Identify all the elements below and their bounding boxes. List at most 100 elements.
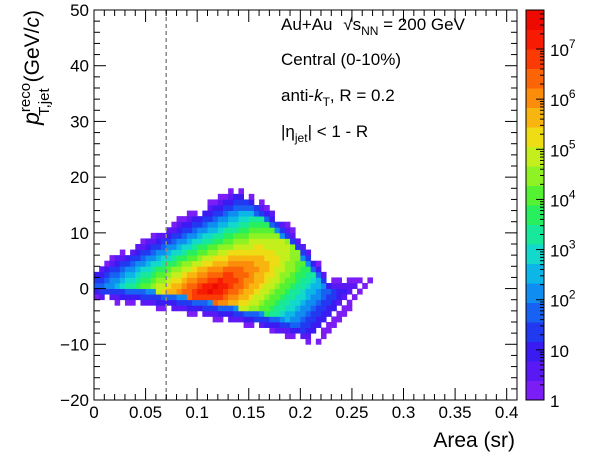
heatmap-bin xyxy=(197,305,203,312)
heatmap-bin xyxy=(135,288,141,295)
heatmap-bin xyxy=(284,249,291,256)
heatmap-bin xyxy=(124,260,131,267)
heatmap-bin xyxy=(197,216,203,223)
heatmap-bin xyxy=(140,288,146,295)
heatmap-bin xyxy=(150,283,157,289)
heatmap-bin xyxy=(145,238,152,245)
color-scale-swatch xyxy=(526,263,544,284)
heatmap-bin xyxy=(300,333,306,340)
heatmap-bin xyxy=(248,238,255,245)
y-tick-label: 30 xyxy=(70,112,89,131)
heatmap-bin xyxy=(284,310,291,317)
heatmap-bin xyxy=(150,266,157,273)
heatmap-bin xyxy=(238,221,244,228)
heatmap-bin xyxy=(140,238,146,245)
color-scale-axis: 1 10 102 103 104 105 106 107 xyxy=(536,9,576,411)
heatmap-bin xyxy=(186,305,193,312)
heatmap-bin xyxy=(150,249,157,256)
heatmap-bin xyxy=(171,221,177,228)
heatmap-bin xyxy=(238,310,244,317)
heatmap-bin xyxy=(166,271,172,278)
heatmap-bin xyxy=(217,221,224,228)
heatmap-bin xyxy=(228,227,234,234)
color-scale-swatch xyxy=(526,166,544,186)
heatmap-bin xyxy=(186,266,193,273)
heatmap-bin xyxy=(346,299,353,306)
heatmap-bin xyxy=(233,221,239,228)
color-scale-swatch xyxy=(526,29,544,50)
heatmap-bin xyxy=(150,244,157,250)
heatmap-bin xyxy=(351,294,358,301)
heatmap-bin xyxy=(104,288,110,295)
heatmap-bin xyxy=(145,277,152,284)
heatmap-bin xyxy=(248,210,255,217)
heatmap-bin xyxy=(155,249,162,256)
heatmap-bin xyxy=(202,238,208,245)
heatmap-bin xyxy=(264,232,270,239)
heatmap-bin xyxy=(264,305,270,312)
heatmap-bin xyxy=(295,327,301,334)
heatmap-bin xyxy=(243,227,250,234)
heatmap-bin xyxy=(186,216,193,223)
heatmap-bin xyxy=(212,299,219,306)
heatmap-bin xyxy=(207,205,214,211)
heatmap-bin xyxy=(212,232,219,239)
heatmap-bin xyxy=(367,277,373,284)
heatmap-bin xyxy=(176,244,183,250)
heatmap-bin xyxy=(176,249,183,256)
heatmap-bin xyxy=(222,266,229,273)
heatmap-bin xyxy=(155,255,162,262)
heatmap-bin xyxy=(305,294,312,301)
heatmap-bin xyxy=(238,199,244,206)
heatmap-bin xyxy=(222,277,229,284)
heatmap-bin xyxy=(253,288,260,295)
heatmap-bin xyxy=(212,249,219,256)
heatmap-bin xyxy=(264,238,270,245)
heatmap-bin xyxy=(274,310,281,317)
heatmap-bin xyxy=(279,266,286,273)
heatmap-bin xyxy=(202,255,208,262)
heatmap-bin xyxy=(207,238,214,245)
heatmap-bin xyxy=(176,283,183,289)
x-tick-label: 0.4 xyxy=(495,403,519,422)
heatmap-bin xyxy=(243,283,250,289)
heatmap-bin xyxy=(315,277,322,284)
heatmap-bin xyxy=(274,227,281,234)
color-scale xyxy=(526,10,544,401)
heatmap-bin xyxy=(222,271,229,278)
heatmap-bin xyxy=(233,255,239,262)
heatmap-bin xyxy=(202,271,208,278)
heatmap-bin xyxy=(212,255,219,262)
heatmap-bin xyxy=(305,316,312,323)
heatmap-bin xyxy=(186,227,193,234)
heatmap-bin xyxy=(326,305,332,312)
heatmap-bin xyxy=(341,283,348,289)
heatmap-bin xyxy=(305,249,312,256)
heatmap-bin xyxy=(119,294,126,301)
heatmap-bin xyxy=(222,227,229,234)
heatmap-bin xyxy=(222,221,229,228)
heatmap-bin xyxy=(124,299,131,306)
heatmap-bin xyxy=(300,266,306,273)
heatmap-bin xyxy=(186,271,193,278)
heatmap-bin xyxy=(176,305,183,312)
heatmap-bin xyxy=(166,299,172,306)
heatmap-bin xyxy=(228,205,234,211)
heatmap-bin xyxy=(119,288,126,295)
heatmap-bin xyxy=(207,305,214,312)
heatmap-bin xyxy=(300,283,306,289)
heatmap-bin xyxy=(192,216,198,223)
color-scale-swatch xyxy=(526,380,544,401)
heatmap-bin xyxy=(217,277,224,284)
heatmap-bin xyxy=(186,238,193,245)
heatmap-bin xyxy=(212,310,219,317)
sqrt-symbol: √ xyxy=(343,15,353,34)
heatmap-bin xyxy=(238,188,244,195)
heatmap-bin xyxy=(124,294,131,301)
heatmap-bin xyxy=(207,277,214,284)
heatmap-bin xyxy=(109,277,116,284)
heatmap-bin xyxy=(259,255,265,262)
heatmap-bin xyxy=(233,260,239,267)
heatmap-bin xyxy=(176,227,183,234)
heatmap-bin xyxy=(238,255,244,262)
